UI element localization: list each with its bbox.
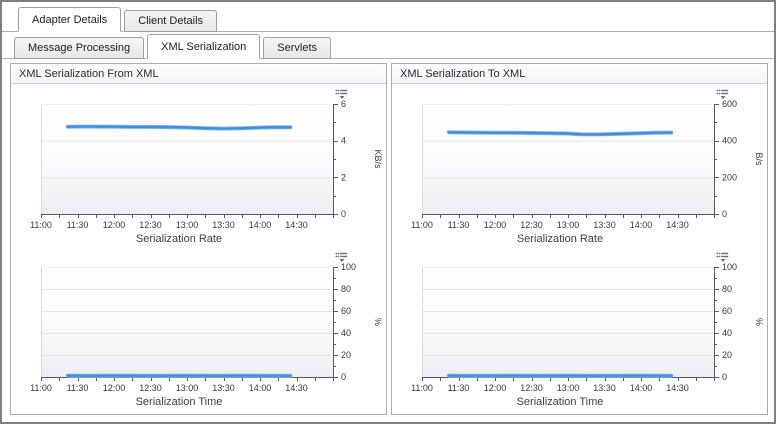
svg-text:60: 60 [341, 306, 351, 316]
line-chart-plot[interactable]: 11:00 11:30 12:00 12:30 13:00 13:30 14:00 14:30… [406, 98, 766, 232]
svg-text:0: 0 [341, 209, 346, 219]
svg-text:B/s: B/s [754, 152, 764, 166]
chart-menu-icon[interactable] [335, 89, 348, 100]
svg-text:14:00: 14:00 [249, 220, 272, 230]
svg-text:6: 6 [341, 99, 346, 109]
secondary-tab-bar: Message Processing XML Serialization Ser… [2, 32, 774, 59]
chart-serialization-rate-to-xml: 11:00 11:30 12:00 12:30 13:00 13:30 14:00 14:30… [396, 88, 766, 245]
svg-text:11:00: 11:00 [411, 383, 433, 393]
chart-menu-icon[interactable] [335, 252, 348, 263]
svg-text:80: 80 [722, 284, 732, 294]
svg-text:14:00: 14:00 [630, 220, 653, 230]
chart-serialization-time-to-xml: 11:00 11:30 12:00 12:30 13:00 13:30 14:00 14:30… [396, 251, 766, 408]
svg-text:80: 80 [341, 284, 351, 294]
svg-text:14:00: 14:00 [249, 383, 272, 393]
panel-title: XML Serialization To XML [392, 64, 767, 84]
svg-text:13:30: 13:30 [212, 220, 235, 230]
svg-text:60: 60 [722, 306, 732, 316]
svg-text:200: 200 [722, 172, 737, 182]
tab-message-processing[interactable]: Message Processing [14, 37, 145, 59]
svg-text:11:30: 11:30 [448, 383, 470, 393]
svg-text:12:00: 12:00 [103, 383, 126, 393]
svg-text:12:00: 12:00 [103, 220, 126, 230]
svg-text:12:00: 12:00 [484, 220, 507, 230]
line-chart-plot[interactable]: 11:00 11:30 12:00 12:30 13:00 13:30 14:00 14:30… [25, 261, 385, 395]
svg-text:12:00: 12:00 [484, 383, 507, 393]
chart-title: Serialization Time [135, 396, 223, 408]
svg-text:12:30: 12:30 [139, 383, 162, 393]
svg-text:13:30: 13:30 [593, 220, 616, 230]
svg-text:13:30: 13:30 [593, 383, 616, 393]
svg-text:600: 600 [722, 99, 737, 109]
chart-serialization-rate-from-xml: 11:00 11:30 12:00 12:30 13:00 13:30 14:00 14:30… [15, 88, 385, 245]
svg-text:0: 0 [341, 372, 346, 382]
tab-xml-serialization[interactable]: XML Serialization [147, 34, 261, 59]
chart-menu-icon[interactable] [716, 89, 729, 100]
chart-title: Serialization Rate [135, 233, 223, 245]
svg-text:14:30: 14:30 [666, 383, 689, 393]
svg-text:KB/s: KB/s [373, 149, 383, 169]
svg-text:13:30: 13:30 [212, 383, 235, 393]
svg-text:40: 40 [341, 328, 351, 338]
svg-text:13:00: 13:00 [176, 383, 199, 393]
svg-text:13:00: 13:00 [176, 220, 199, 230]
panel-xml-serialization-to-xml: XML Serialization To XML 11:00 11:30 12:00… [391, 63, 768, 415]
panel-body: 11:00 11:30 12:00 12:30 13:00 13:30 14:00 14:30… [11, 84, 386, 408]
line-chart-plot[interactable]: 11:00 11:30 12:00 12:30 13:00 13:30 14:00 14:30… [25, 98, 385, 232]
svg-text:11:30: 11:30 [67, 220, 89, 230]
svg-text:12:30: 12:30 [520, 220, 543, 230]
svg-text:12:30: 12:30 [520, 383, 543, 393]
panel-xml-serialization-from-xml: XML Serialization From XML 11:00 11:30 12:… [10, 63, 387, 415]
svg-text:400: 400 [722, 136, 737, 146]
svg-text:0: 0 [722, 372, 727, 382]
svg-text:12:30: 12:30 [139, 220, 162, 230]
svg-text:0: 0 [722, 209, 727, 219]
svg-text:2: 2 [341, 172, 346, 182]
svg-text:20: 20 [341, 350, 351, 360]
chart-title: Serialization Rate [516, 233, 604, 245]
line-chart-plot[interactable]: 11:00 11:30 12:00 12:30 13:00 13:30 14:00 14:30… [406, 261, 766, 395]
svg-text:11:30: 11:30 [67, 383, 89, 393]
primary-tab-bar: Adapter Details Client Details [2, 2, 774, 32]
svg-text:14:30: 14:30 [285, 383, 308, 393]
svg-text:%: % [373, 318, 383, 326]
chart-menu-icon[interactable] [716, 252, 729, 263]
svg-text:4: 4 [341, 136, 346, 146]
svg-text:100: 100 [722, 262, 737, 272]
svg-text:13:00: 13:00 [557, 383, 580, 393]
svg-text:11:00: 11:00 [411, 220, 433, 230]
svg-text:%: % [754, 318, 764, 326]
panel-body: 11:00 11:30 12:00 12:30 13:00 13:30 14:00 14:30… [392, 84, 767, 408]
chart-serialization-time-from-xml: 11:00 11:30 12:00 12:30 13:00 13:30 14:00 14:30… [15, 251, 385, 408]
chart-title: Serialization Time [516, 396, 604, 408]
svg-text:14:30: 14:30 [666, 220, 689, 230]
tab-client-details[interactable]: Client Details [124, 10, 218, 32]
panel-title: XML Serialization From XML [11, 64, 386, 84]
svg-text:20: 20 [722, 350, 732, 360]
svg-text:13:00: 13:00 [557, 220, 580, 230]
svg-text:11:00: 11:00 [30, 383, 52, 393]
svg-text:11:00: 11:00 [30, 220, 52, 230]
svg-text:100: 100 [341, 262, 356, 272]
svg-text:11:30: 11:30 [448, 220, 470, 230]
panels-container: XML Serialization From XML 11:00 11:30 12:… [10, 63, 768, 415]
tab-servlets[interactable]: Servlets [263, 37, 332, 59]
svg-text:40: 40 [722, 328, 732, 338]
tab-adapter-details[interactable]: Adapter Details [18, 7, 122, 32]
svg-text:14:30: 14:30 [285, 220, 308, 230]
svg-text:14:00: 14:00 [630, 383, 653, 393]
